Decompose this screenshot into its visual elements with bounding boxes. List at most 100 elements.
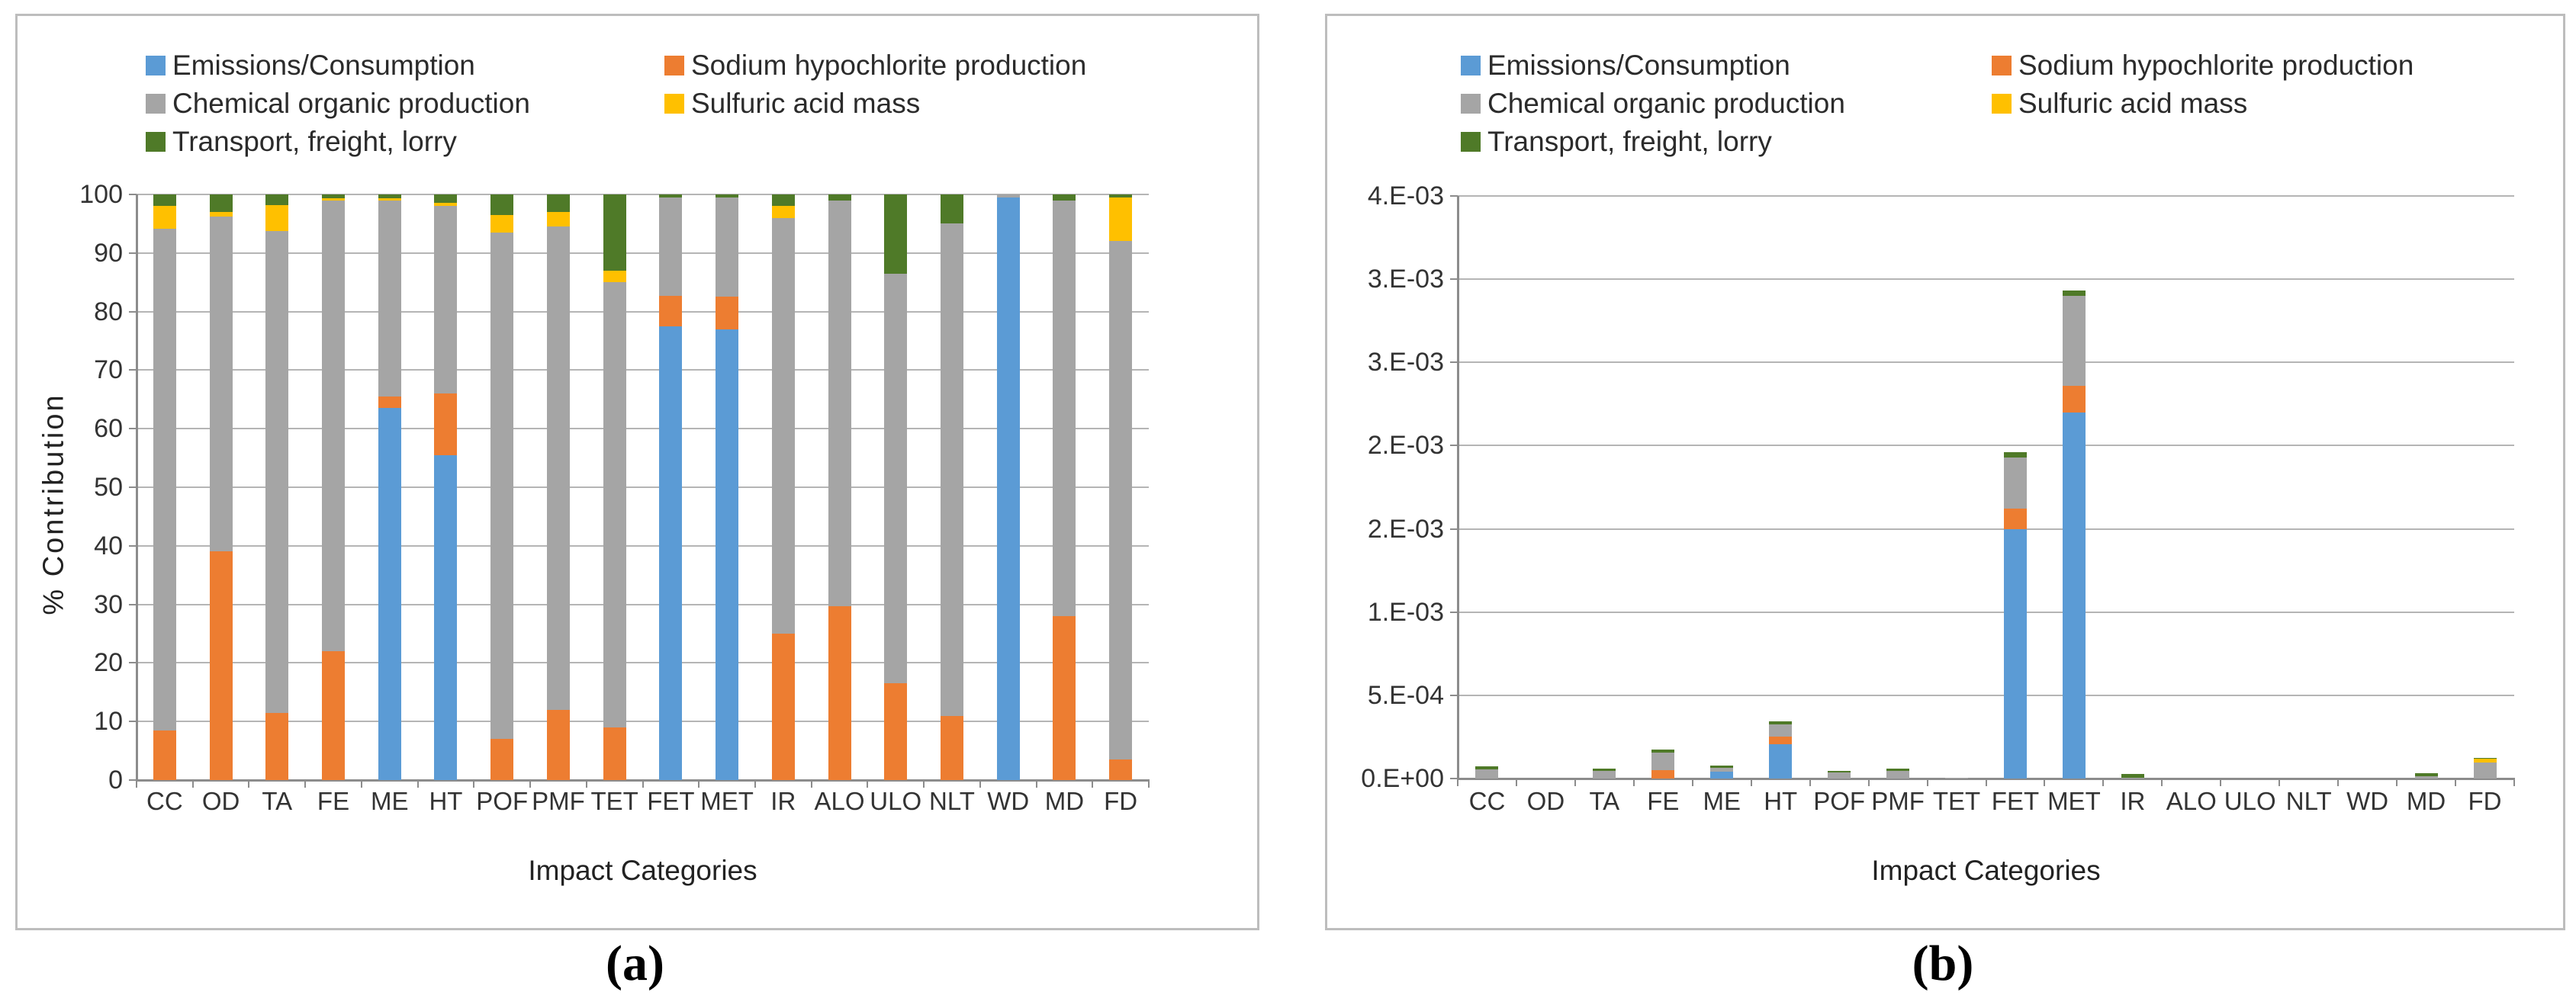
x-tick-label-md: MD [2406, 787, 2446, 815]
bar-MD-chemical-organic-production [2414, 776, 2438, 779]
x-axis-tick [1574, 779, 1576, 786]
bar-NLT-chemical-organic-production [940, 223, 963, 716]
gridline-y [137, 369, 1149, 371]
y-tick-label: 3.E-03 [1367, 348, 1444, 377]
y-axis-tick [129, 310, 137, 313]
bar-ALO-chemical-organic-production [828, 200, 851, 606]
bar-ME-sulfuric-acid-mass [378, 198, 401, 201]
legend-item-sulfuric-acid-mass: Sulfuric acid mass [664, 88, 920, 120]
x-axis-tick [304, 780, 307, 788]
x-tick-label-fet: FET [647, 787, 695, 815]
bar-HT-chemical-organic-production [434, 206, 458, 394]
x-axis-tick [585, 780, 587, 788]
bar-MET-emissions-consumption [2062, 412, 2086, 779]
legend-item-sodium-hypochlorite-production: Sodium hypochlorite production [664, 50, 1086, 82]
x-tick-label-nlt: NLT [2285, 787, 2332, 815]
x-tick-label-met: MET [2047, 787, 2101, 815]
x-tick-label-ta: TA [262, 787, 293, 815]
bar-MET-transport-freight-lorry [716, 194, 739, 197]
bar-CC-chemical-organic-production [1475, 769, 1499, 779]
x-axis-tick [2513, 779, 2515, 786]
x-axis-tick [416, 780, 419, 788]
bar-HT-transport-freight-lorry [434, 194, 458, 203]
bar-IR-chemical-organic-production [771, 217, 795, 634]
y-tick-label: 30 [94, 589, 123, 619]
bar-MET-sodium-hypochlorite-production [716, 297, 739, 329]
bar-HT-emissions-consumption [434, 454, 458, 780]
bar-POF-transport-freight-lorry [1828, 770, 1851, 773]
bar-FET-chemical-organic-production [659, 197, 683, 296]
gridline-y [137, 662, 1149, 664]
bar-ME-emissions-consumption [378, 408, 401, 780]
x-tick-label-od: OD [1526, 787, 1565, 815]
x-axis-tick [1809, 779, 1811, 786]
legend-item-emissions-consumption: Emissions/Consumption [146, 50, 475, 82]
y-axis-tick [1450, 611, 1458, 613]
y-tick-label: 3.E-03 [1367, 265, 1444, 294]
bar-FE-chemical-organic-production [1651, 753, 1675, 771]
gridline-y [1458, 278, 2514, 281]
bar-PMF-transport-freight-lorry [546, 194, 570, 213]
x-tick-label-pof: POF [476, 787, 529, 815]
x-axis-tick [360, 780, 362, 788]
x-tick-label-ir: IR [2120, 787, 2146, 815]
legend-label: Sulfuric acid mass [691, 88, 921, 119]
gridline-y [1458, 528, 2514, 530]
x-axis-tick [867, 780, 869, 788]
y-axis-tick [129, 252, 137, 254]
bar-ULO-chemical-organic-production [884, 273, 908, 684]
legend-item-transport-freight-lorry: Transport, freight, lorry [146, 126, 457, 158]
bar-TET-transport-freight-lorry [603, 194, 626, 271]
x-tick-label-nlt: NLT [929, 787, 975, 815]
bar-FE-sodium-hypochlorite-production [1651, 770, 1675, 779]
bar-MD-chemical-organic-production [1053, 200, 1076, 616]
transport-freight-lorry-swatch-icon [1461, 132, 1481, 152]
x-axis-tick [2044, 779, 2046, 786]
y-axis-tick [1450, 445, 1458, 447]
x-axis-tick [1926, 779, 1928, 786]
legend-item-sulfuric-acid-mass: Sulfuric acid mass [1992, 88, 2247, 120]
x-axis-tick [2220, 779, 2222, 786]
x-axis-tick [1632, 779, 1635, 786]
legend-label: Sulfuric acid mass [2018, 88, 2248, 119]
x-tick-label-wd: WD [2346, 787, 2389, 815]
legend-label: Transport, freight, lorry [172, 126, 457, 157]
transport-freight-lorry-swatch-icon [146, 132, 166, 152]
bar-IR-transport-freight-lorry [2121, 773, 2144, 778]
bar-CC-transport-freight-lorry [153, 194, 176, 207]
gridline-y [137, 310, 1149, 313]
bar-ME-emissions-consumption [1710, 772, 1734, 779]
gridline-y [1458, 195, 2514, 197]
y-tick-label: 2.E-03 [1367, 514, 1444, 544]
bar-FET-sodium-hypochlorite-production [659, 295, 683, 326]
bar-HT-sodium-hypochlorite-production [434, 393, 458, 455]
chart-panel-b: Emissions/Consumption Sodium hypochlorite… [1325, 14, 2565, 930]
x-axis-tick [473, 780, 475, 788]
bar-PMF-chemical-organic-production [1886, 770, 1910, 779]
bar-POF-sodium-hypochlorite-production [490, 739, 514, 780]
bar-ME-chemical-organic-production [378, 200, 401, 397]
x-axis-tick [2279, 779, 2281, 786]
bar-ALO-sodium-hypochlorite-production [828, 605, 851, 780]
bar-TA-transport-freight-lorry [1593, 768, 1616, 772]
bar-MET-emissions-consumption [716, 329, 739, 780]
bar-MD-transport-freight-lorry [1053, 194, 1076, 201]
bar-MET-transport-freight-lorry [2062, 291, 2086, 296]
bar-POF-chemical-organic-production [490, 232, 514, 740]
bar-POF-chemical-organic-production [1828, 772, 1851, 779]
y-tick-label: 80 [94, 297, 123, 326]
legend-label: Emissions/Consumption [1487, 50, 1790, 81]
bar-ULO-transport-freight-lorry [884, 194, 908, 274]
y-axis-tick [129, 721, 137, 723]
y-tick-label: 1.E-03 [1367, 597, 1444, 627]
bar-FET-transport-freight-lorry [659, 194, 683, 197]
legend-item-transport-freight-lorry: Transport, freight, lorry [1461, 126, 1772, 158]
bar-FE-transport-freight-lorry [1651, 749, 1675, 753]
bar-FD-sulfuric-acid-mass [1109, 197, 1133, 242]
emissions-consumption-swatch-icon [146, 56, 166, 75]
x-axis-tick [1750, 779, 1752, 786]
bar-POF-sulfuric-acid-mass [490, 214, 514, 233]
x-axis-tick [1691, 779, 1693, 786]
y-tick-label: 40 [94, 531, 123, 560]
chart-panel-a: Emissions/Consumption Sodium hypochlorite… [15, 14, 1259, 930]
